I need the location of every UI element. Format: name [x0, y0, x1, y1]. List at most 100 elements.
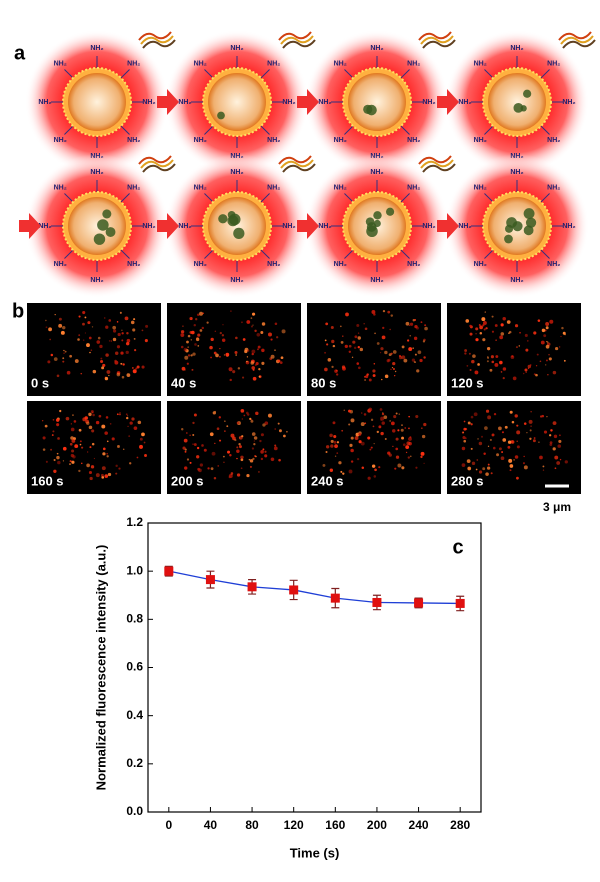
speckle	[121, 332, 124, 335]
speckle	[495, 355, 499, 358]
speckle	[389, 328, 391, 331]
speckle	[250, 317, 253, 319]
speckle	[182, 446, 186, 450]
speckle	[254, 455, 256, 457]
time-label: 120 s	[451, 375, 484, 390]
speckle	[70, 427, 75, 432]
speckle	[330, 439, 334, 443]
speckle	[230, 472, 234, 475]
speckle	[486, 360, 489, 363]
speckle	[395, 437, 399, 441]
speckle	[136, 456, 139, 459]
y-tick-label: 0.4	[126, 708, 143, 722]
arrow	[297, 213, 319, 239]
data-point	[372, 597, 382, 607]
speckle	[133, 337, 136, 340]
speckle	[364, 422, 367, 425]
speckle	[92, 413, 95, 417]
speckle	[501, 451, 504, 454]
speckle	[283, 434, 286, 438]
speckle	[350, 460, 354, 463]
x-tick-label: 0	[165, 818, 172, 832]
amine-label: NH₂	[318, 99, 331, 106]
light-ray	[422, 39, 456, 49]
speckle	[469, 368, 472, 371]
speckle	[210, 337, 214, 342]
amine-label: NH₂	[54, 61, 67, 68]
speckle	[78, 334, 81, 337]
speckle	[378, 466, 381, 469]
speckle	[90, 465, 95, 469]
speckle	[395, 455, 400, 459]
speckle	[185, 432, 188, 434]
speckle	[381, 412, 385, 416]
speckle	[514, 324, 519, 328]
speckle	[462, 436, 466, 440]
speckle	[358, 366, 361, 370]
speckle	[424, 326, 428, 331]
speckle	[121, 339, 124, 342]
bleached-spot	[523, 208, 535, 220]
speckle	[62, 446, 67, 451]
speckle	[374, 468, 377, 472]
speckle	[139, 437, 143, 441]
speckle	[423, 422, 427, 427]
linker	[64, 125, 74, 135]
speckle	[238, 442, 241, 446]
speckle	[389, 420, 391, 422]
speckle	[195, 318, 198, 321]
bleached-spot	[366, 222, 377, 232]
speckle	[121, 375, 125, 379]
speckle	[395, 447, 399, 451]
speckle	[326, 343, 329, 346]
amine-label: NH₂	[422, 223, 435, 230]
speckle	[475, 468, 478, 471]
speckle	[184, 355, 189, 360]
linker	[400, 125, 410, 135]
speckle	[545, 322, 550, 326]
speckle	[371, 464, 376, 468]
speckle	[193, 443, 197, 447]
speckle	[542, 465, 545, 468]
speckle	[555, 347, 559, 351]
speckle	[101, 466, 106, 471]
speckle	[211, 451, 216, 456]
bleached-spot	[523, 89, 532, 98]
speckle	[246, 473, 250, 478]
linker	[260, 69, 270, 79]
linker	[204, 69, 214, 79]
speckle	[234, 351, 238, 355]
speckle	[498, 426, 502, 431]
light-ray	[278, 155, 312, 165]
light-ray	[140, 35, 174, 45]
speckle	[187, 346, 189, 348]
amine-label: NH₂	[194, 261, 207, 268]
bleached-spot	[506, 217, 517, 228]
speckle	[357, 336, 361, 340]
speckle	[253, 436, 258, 440]
arrow	[297, 89, 319, 115]
speckle	[240, 455, 244, 460]
speckle	[487, 415, 492, 420]
speckle	[356, 362, 360, 365]
speckle	[516, 445, 520, 449]
speckle	[491, 330, 495, 333]
speckle	[487, 357, 489, 359]
speckle	[513, 458, 515, 461]
speckle	[88, 470, 93, 475]
speckle	[242, 338, 246, 341]
speckle	[334, 444, 338, 449]
speckle	[373, 475, 377, 478]
plot-frame	[147, 522, 482, 813]
speckle	[381, 421, 385, 425]
speckle	[478, 323, 481, 326]
speckle	[112, 337, 117, 342]
speckle	[336, 373, 339, 376]
speckle	[230, 433, 235, 438]
light-ray	[558, 31, 592, 41]
speckle	[56, 455, 60, 460]
bleached-spot	[513, 102, 524, 113]
speckle	[237, 367, 241, 370]
speckle	[63, 352, 65, 355]
amine-label: NH₂	[194, 185, 207, 192]
